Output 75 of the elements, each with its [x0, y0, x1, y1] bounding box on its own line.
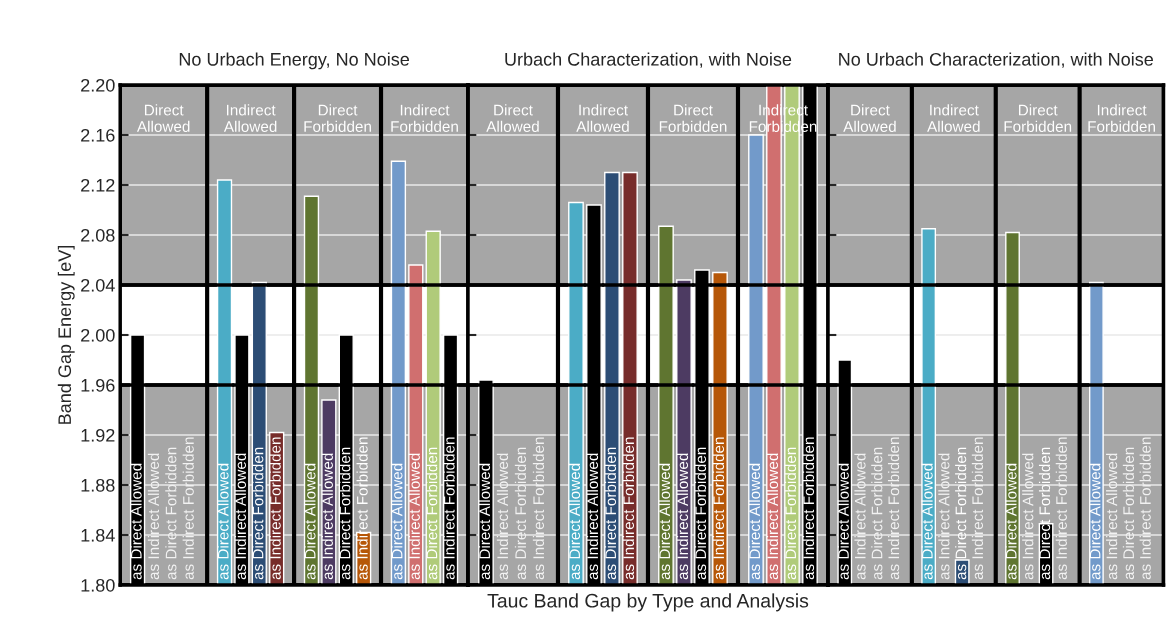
y-tick-label: 1.84 — [81, 528, 115, 542]
text: as Direct Allowed — [1089, 463, 1101, 580]
text: as Indirect Forbidden — [971, 437, 984, 580]
text: as Indirect Forbidden — [712, 437, 725, 580]
text: as Direct Forbidden — [1122, 447, 1135, 580]
y-tick-label: 1.80 — [81, 578, 115, 592]
y-tick-label: 2.00 — [81, 328, 115, 342]
text: as Indirect Forbidden — [1139, 437, 1151, 580]
x-tick-label: Indirect Allowed — [223, 104, 277, 132]
text: as Indirect Allowed — [938, 453, 950, 580]
text: as Indirect Allowed — [766, 453, 779, 580]
text: as Indirect Allowed — [854, 453, 866, 580]
text: as Indirect Allowed — [496, 453, 509, 580]
x-tick-label: Direct Allowed — [843, 104, 896, 132]
text: as Indirect Forbidden — [269, 437, 281, 580]
text: as Direct Forbidden — [165, 447, 177, 580]
text: as Direct Forbidden — [784, 447, 797, 580]
text: as Indirect Allowed — [676, 453, 689, 580]
text: as Direct Allowed — [568, 463, 581, 580]
text: as Direct Forbidden — [514, 447, 527, 580]
text: as Direct Forbidden — [955, 447, 967, 580]
y-tick-label: 2.12 — [81, 178, 115, 192]
x-tick-label: Indirect Forbidden — [391, 104, 458, 132]
text: as Indirect Allowed — [1106, 453, 1118, 580]
text: as Direct Allowed — [1005, 463, 1017, 580]
x-tick-label: Indirect Allowed — [927, 104, 980, 132]
text: as Direct Allowed — [748, 463, 761, 580]
text: as Direct Allowed — [391, 463, 403, 580]
text: as Direct Allowed — [217, 463, 229, 580]
text: as Indirect Allowed — [408, 453, 420, 580]
text: as Indirect Forbidden — [443, 437, 455, 580]
series-label: as Indirect Forbidden — [622, 437, 635, 580]
x-tick-label: Direct Forbidden — [304, 104, 371, 132]
text: as Direct Forbidden — [1038, 447, 1051, 580]
y-tick-label: 2.20 — [81, 78, 115, 92]
series-label: as Indirect Allowed — [586, 453, 599, 580]
text: as Indirect Allowed — [147, 453, 160, 580]
text: as Direct Allowed — [304, 463, 316, 580]
series-label: as Direct Allowed — [837, 463, 849, 580]
text: as Indirect Forbidden — [1055, 437, 1067, 580]
y-tick-label: 1.96 — [81, 378, 115, 392]
x-tick-label: Direct Allowed — [136, 104, 190, 132]
text: as Direct Forbidden — [426, 447, 438, 580]
chart-title: No Urbach Characterization, with Noise — [839, 52, 1153, 68]
text: as Direct Allowed — [921, 463, 933, 580]
x-tick-label: Indirect Forbidden — [1088, 104, 1155, 132]
y-tick-label: 2.16 — [81, 128, 115, 142]
text: as Indirect Allowed — [1022, 453, 1034, 580]
text: as Direct Forbidden — [871, 447, 883, 580]
text: as Indirect Allowed — [321, 453, 333, 580]
y-tick-label: 2.04 — [81, 278, 115, 292]
x-tick-label: Direct Allowed — [486, 104, 539, 132]
series-label: as Indirect Allowed — [234, 453, 247, 580]
x-axis-title: Tauc Band Gap by Type and Analysis — [487, 593, 809, 612]
chart-title: Urbach Characterization, with Noise — [505, 52, 792, 68]
text: as Indirect Forbidden — [182, 437, 194, 580]
text: as Direct Forbidden — [339, 447, 351, 580]
series-label: as Direct Allowed — [478, 463, 491, 580]
y-axis-title: Band Gap Energy [eV] — [57, 245, 75, 424]
text: as Indirect Forbidden — [532, 437, 545, 580]
text: as Indirect Forbidden — [802, 437, 815, 580]
x-tick-label: Indirect Allowed — [576, 104, 629, 132]
text: as Direct Allowed — [658, 463, 671, 580]
text: as Indirect Forbidden — [887, 437, 900, 580]
x-tick-label: Direct Forbidden — [659, 104, 727, 132]
text: as Indirect Forbidden — [356, 437, 368, 580]
y-tick-label: 1.88 — [81, 478, 115, 492]
y-tick-label: 1.92 — [81, 428, 115, 442]
x-tick-label: Direct Forbidden — [1004, 104, 1072, 132]
series-label: as Direct Allowed — [130, 463, 142, 580]
series-label: as Direct Forbidden — [604, 447, 617, 580]
series-label: as Direct Forbidden — [252, 447, 264, 580]
y-tick-label: 2.08 — [81, 228, 115, 242]
chart-title: No Urbach Energy, No Noise — [179, 52, 410, 70]
text: as Direct Forbidden — [694, 447, 707, 580]
